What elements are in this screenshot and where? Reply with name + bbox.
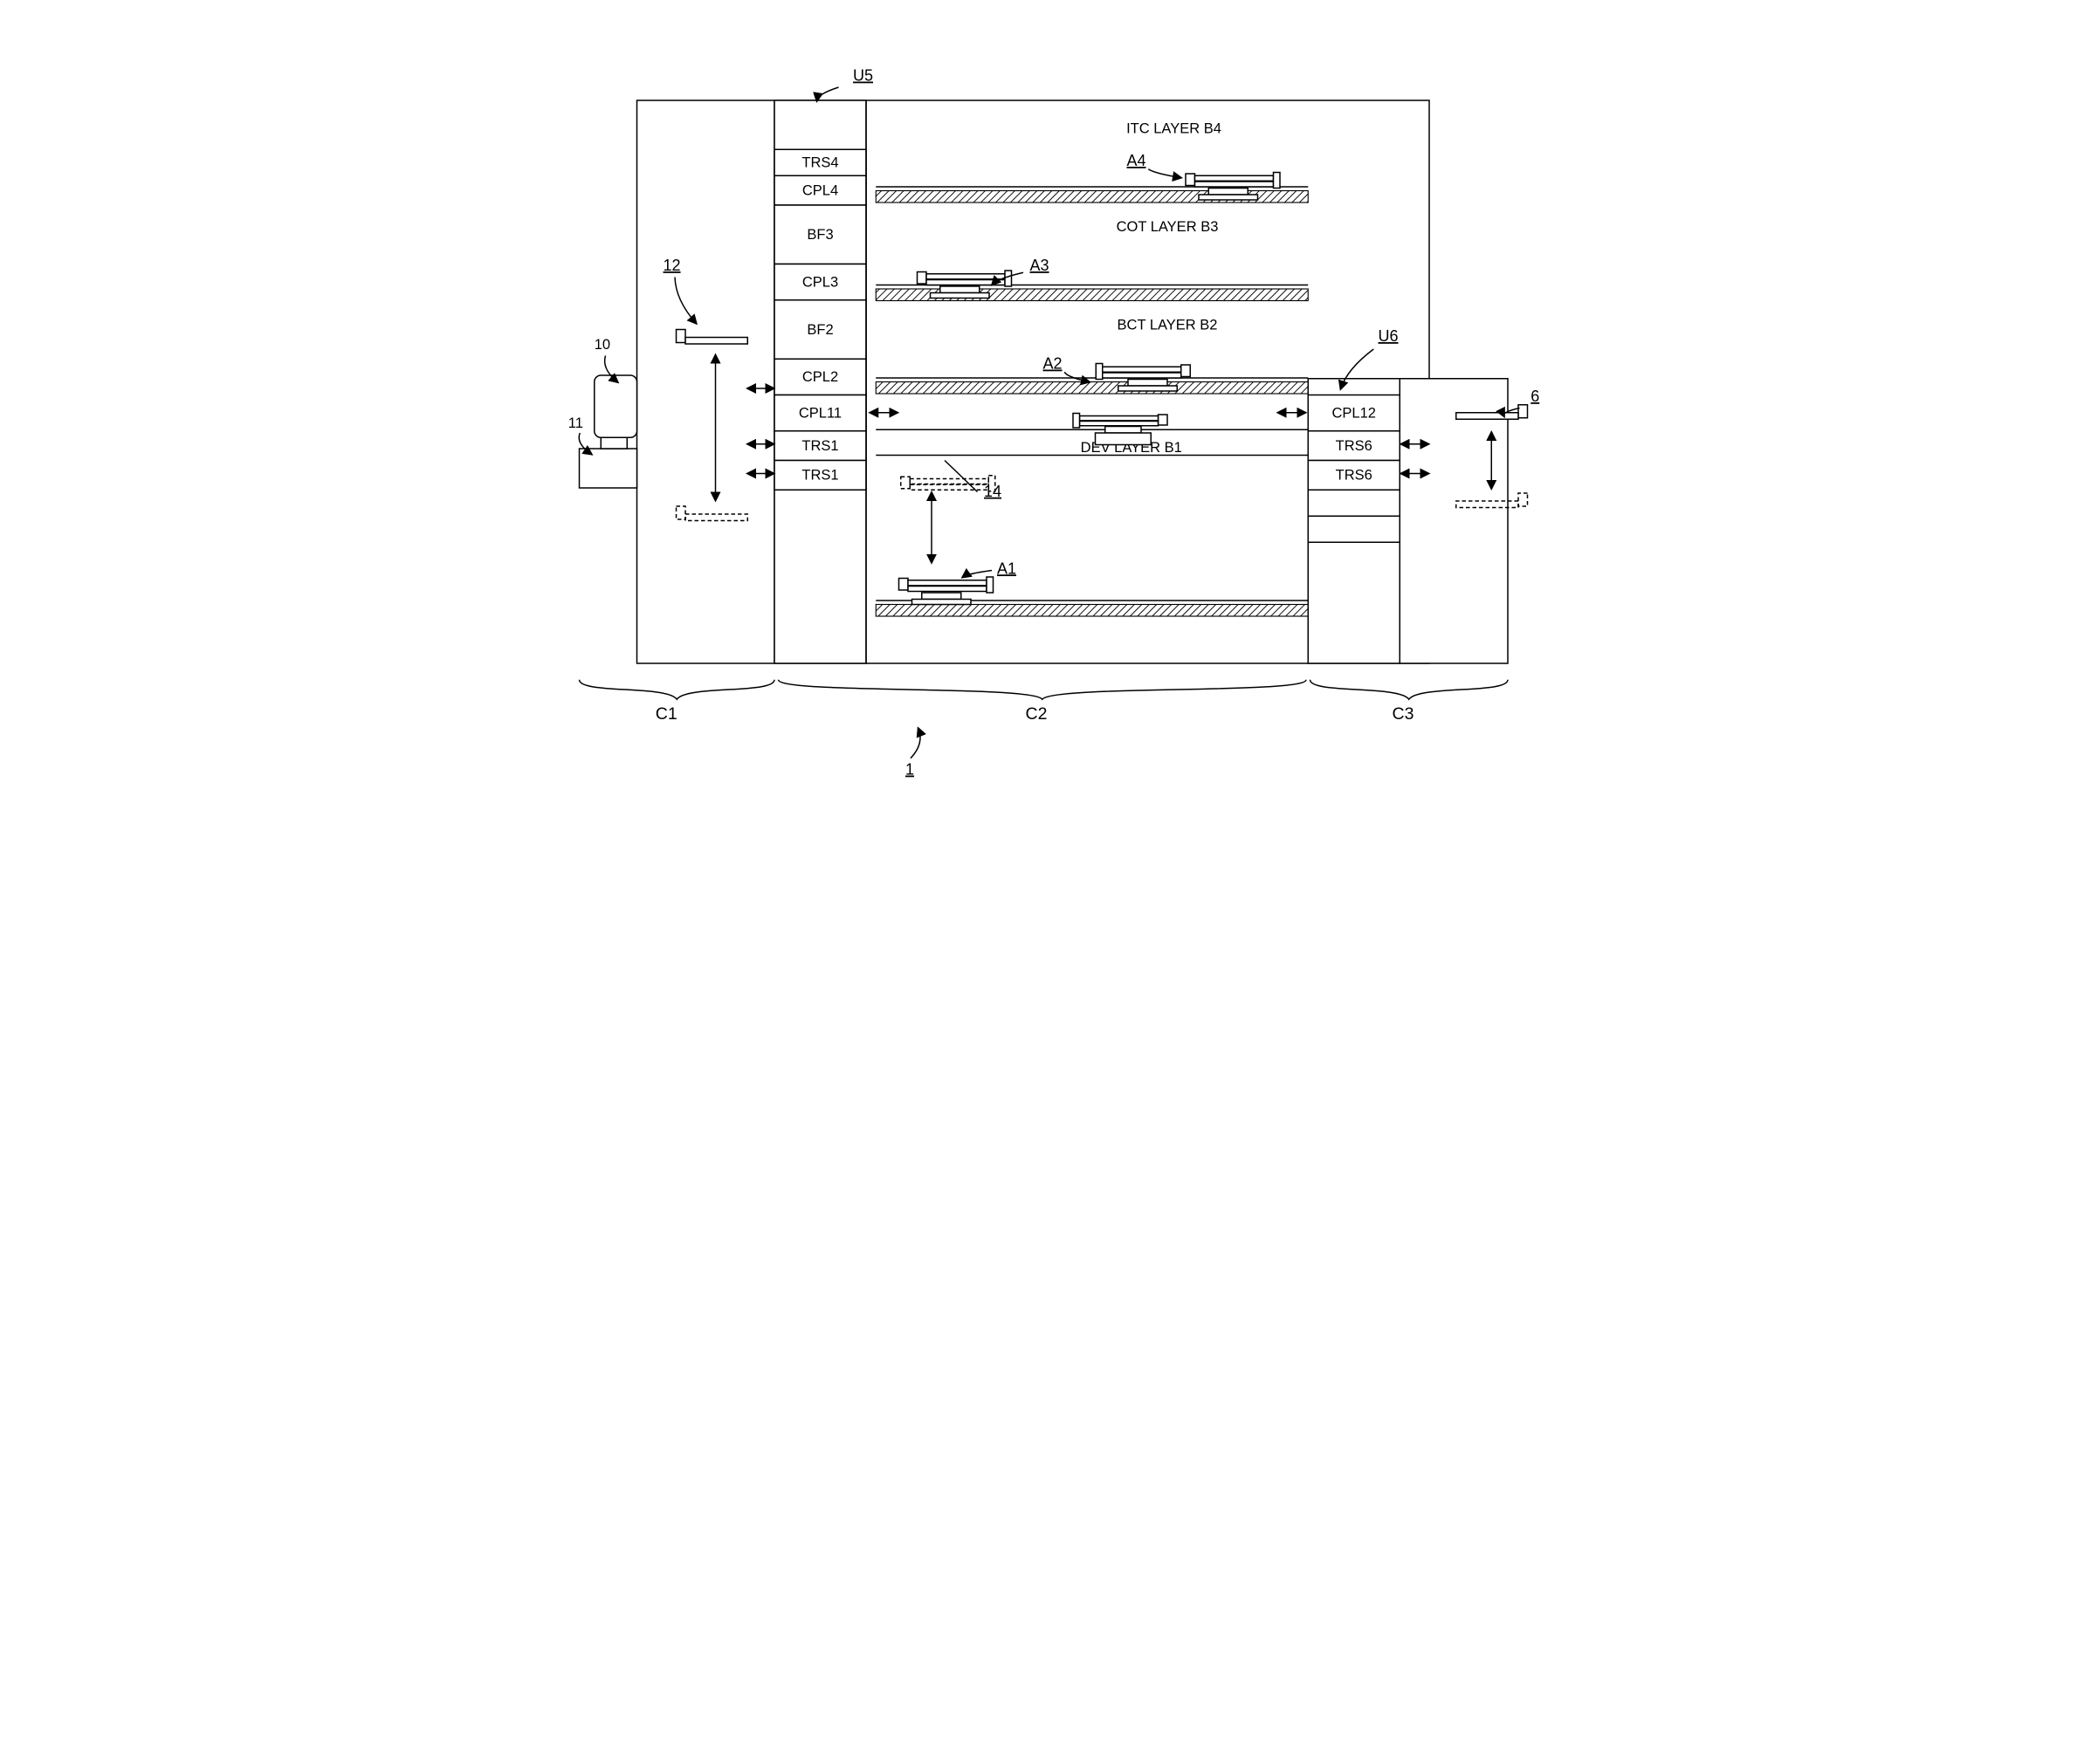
callout-A1: A1 [997,559,1016,577]
callout-six: 6 [1531,388,1539,405]
callout-eleven: 11 [567,415,582,431]
callout-A3: A3 [1029,257,1049,274]
callout-one: 1 [905,761,914,779]
u5-cell-label: CPL11 [798,405,841,421]
u6-cell [1308,490,1400,516]
rail-hatch [876,382,1308,395]
section-label: C2 [1025,704,1047,724]
section-brace [1310,680,1508,700]
rail-hatch [876,605,1308,617]
box-10 [594,375,636,437]
u5-cell-label: TRS4 [801,155,838,171]
section-brace [579,680,774,700]
callout-leader [816,87,838,100]
section-label: C3 [1392,704,1414,724]
c3-block [1400,379,1508,663]
u5-cell-label: BF3 [807,227,833,243]
section-label: C1 [655,704,677,724]
u6-cell-label: TRS6 [1335,468,1372,484]
u5-cell-label: CPL2 [801,369,837,385]
callout-U5: U5 [853,67,873,85]
layer-title: COT LAYER B3 [1116,219,1218,235]
layer-title: ITC LAYER B4 [1126,121,1221,137]
callout-U6: U6 [1378,327,1398,345]
section-brace [778,680,1306,700]
callout-twelve: 12 [663,257,680,274]
layer-title: BCT LAYER B2 [1117,318,1217,333]
callout-leader [911,729,920,758]
u5-cell-label: CPL4 [801,182,837,198]
callout-ten: 10 [594,337,609,353]
callout-A2: A2 [1042,355,1062,373]
box-11 [579,449,636,488]
u6-cell [1308,516,1400,542]
diagram-root: TRS4 CPL4 BF3 CPL3 BF2 CPL2 CPL11 TRS1 TRS1 ITC L… [526,35,1573,820]
u5-cell-label: TRS1 [801,468,838,484]
u5-cell-label: BF2 [807,322,833,338]
callout-A4: A4 [1126,152,1145,169]
u6-cell-label: TRS6 [1335,438,1372,454]
u5-cell-label: TRS1 [801,438,838,454]
u6-cell-label: CPL12 [1331,405,1375,421]
callout-fourteen: 14 [984,483,1001,500]
u5-cell-label: CPL3 [801,274,837,290]
